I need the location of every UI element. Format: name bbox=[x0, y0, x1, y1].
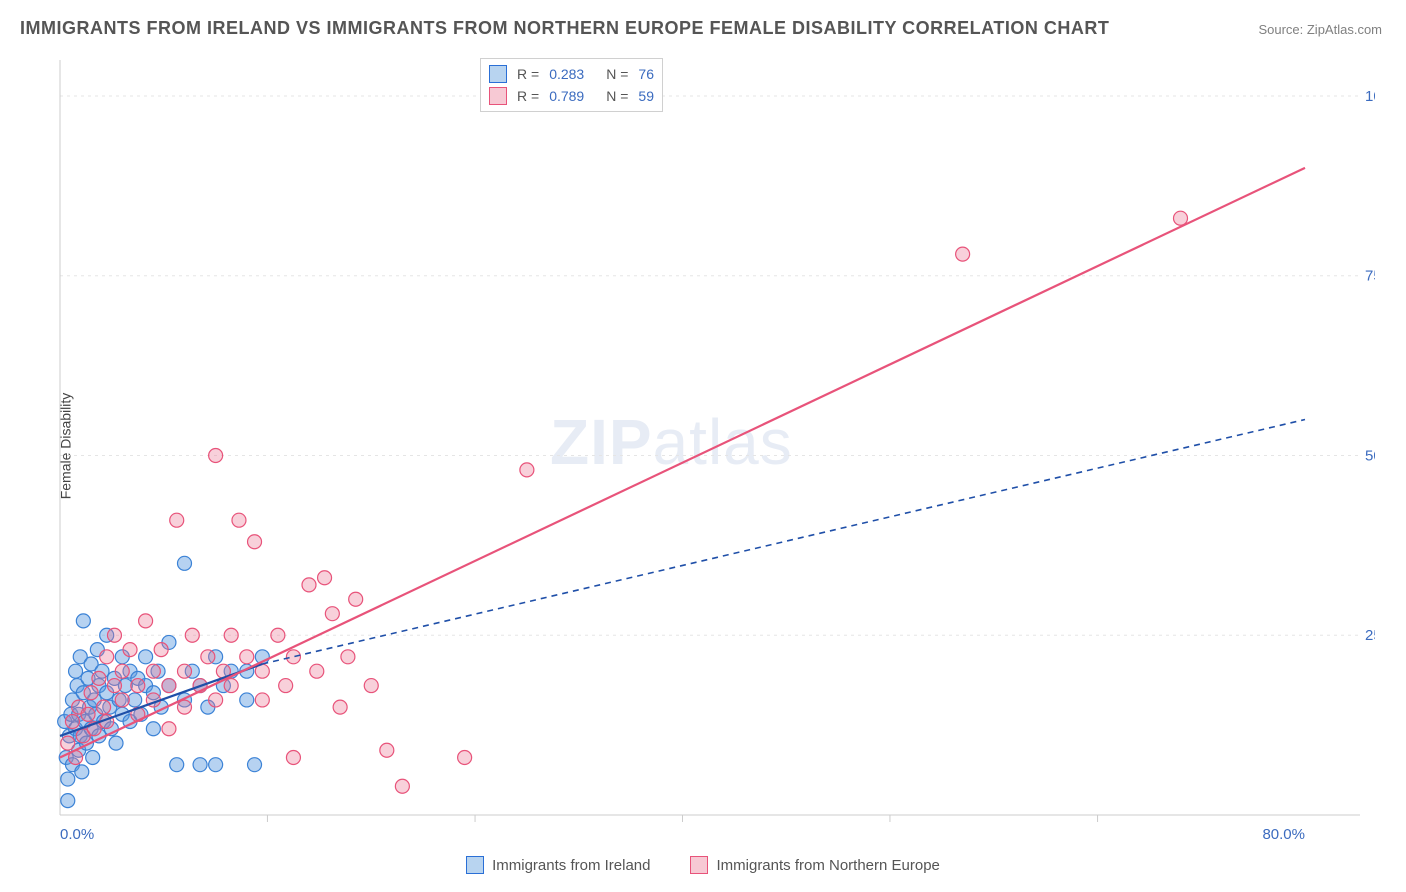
chart-area: 25.0% 50.0% 75.0% 100.0% 0.0% 80.0% bbox=[55, 55, 1375, 845]
r-label: R = bbox=[517, 88, 539, 104]
n-value: 59 bbox=[638, 88, 654, 104]
legend-item-ireland: Immigrants from Ireland bbox=[466, 856, 650, 874]
svg-text:100.0%: 100.0% bbox=[1365, 88, 1375, 105]
source-label: Source: ZipAtlas.com bbox=[1258, 22, 1382, 37]
svg-text:50.0%: 50.0% bbox=[1365, 447, 1375, 464]
legend-item-neurope: Immigrants from Northern Europe bbox=[690, 856, 939, 874]
r-value: 0.283 bbox=[549, 66, 584, 82]
r-label: R = bbox=[517, 66, 539, 82]
legend-swatch-neurope bbox=[489, 87, 507, 105]
legend-label: Immigrants from Northern Europe bbox=[716, 857, 939, 874]
correlation-legend: R = 0.283 N = 76 R = 0.789 N = 59 bbox=[480, 58, 663, 112]
n-value: 76 bbox=[638, 66, 654, 82]
svg-text:0.0%: 0.0% bbox=[60, 826, 94, 843]
legend-label: Immigrants from Ireland bbox=[492, 857, 650, 874]
legend-row-neurope: R = 0.789 N = 59 bbox=[489, 85, 654, 107]
svg-text:75.0%: 75.0% bbox=[1365, 268, 1375, 285]
legend-swatch-icon bbox=[466, 856, 484, 874]
r-value: 0.789 bbox=[549, 88, 584, 104]
svg-text:25.0%: 25.0% bbox=[1365, 627, 1375, 644]
legend-row-ireland: R = 0.283 N = 76 bbox=[489, 63, 654, 85]
legend-swatch-ireland bbox=[489, 65, 507, 83]
svg-text:80.0%: 80.0% bbox=[1262, 826, 1305, 843]
series-legend: Immigrants from Ireland Immigrants from … bbox=[0, 856, 1406, 874]
scatter-chart: 25.0% 50.0% 75.0% 100.0% 0.0% 80.0% bbox=[55, 55, 1375, 845]
legend-swatch-icon bbox=[690, 856, 708, 874]
chart-title: IMMIGRANTS FROM IRELAND VS IMMIGRANTS FR… bbox=[20, 18, 1109, 39]
n-label: N = bbox=[606, 66, 628, 82]
n-label: N = bbox=[606, 88, 628, 104]
